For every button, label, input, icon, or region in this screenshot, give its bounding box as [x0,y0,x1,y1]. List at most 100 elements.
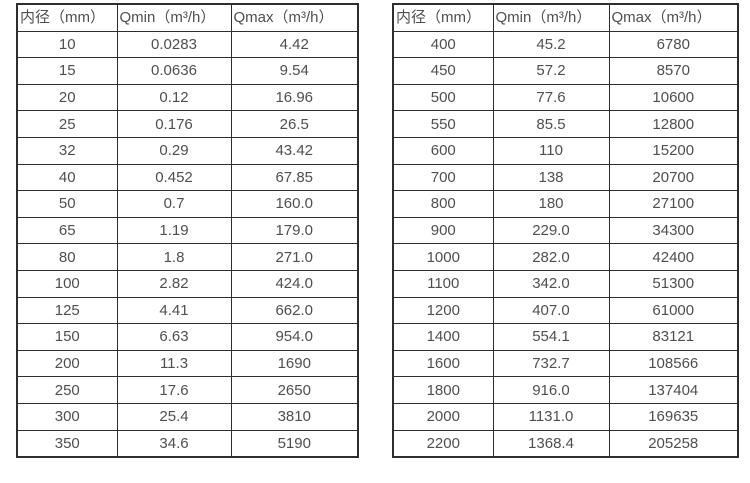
table-row: 1400 554.1 83121 [392,323,739,351]
table-cell: 0.7 [116,190,232,218]
table-cell: 0.0283 [116,30,232,59]
table-cell: 179.0 [230,216,359,245]
table-cell: 342.0 [492,269,610,298]
col-header-qmin: Qmin（m³/h） [492,3,610,32]
col-header-qmin: Qmin（m³/h） [116,3,232,32]
table-row: 1100 342.0 51300 [392,269,739,298]
col-header-qmax: Qmax（m³/h） [608,3,739,32]
table-cell: 800 [392,190,494,218]
table-cell: 32 [16,136,118,165]
table-cell: 916.0 [492,376,610,404]
table-row: 300 25.4 3810 [16,402,359,431]
table-cell: 954.0 [230,323,359,351]
table-cell: 77.6 [492,83,610,112]
table-cell: 550 [392,110,494,138]
table-row: 2000 1131.0 169635 [392,402,739,431]
table-cell: 0.176 [116,110,232,138]
table-cell: 900 [392,216,494,245]
table-cell: 100 [16,269,118,298]
table-cell: 16.96 [230,83,359,112]
table-cell: 10600 [608,83,739,112]
table-cell: 200 [16,349,118,378]
table-cell: 0.29 [116,136,232,165]
table-row: 100 2.82 424.0 [16,269,359,298]
table-cell: 3810 [230,402,359,431]
table-cell: 282.0 [492,243,610,271]
table-cell: 732.7 [492,349,610,378]
table-row: 800 180 27100 [392,190,739,218]
table-cell: 57.2 [492,57,610,85]
table-row: 1200 407.0 61000 [392,296,739,325]
table-cell: 400 [392,30,494,59]
table-cell: 6780 [608,30,739,59]
table-cell: 424.0 [230,269,359,298]
table-cell: 25 [16,110,118,138]
flow-table-large-diameters: 内径（mm） Qmin（m³/h） Qmax（m³/h） 400 45.2 6780… [392,3,739,459]
table-cell: 12800 [608,110,739,138]
table-row: 1600 732.7 108566 [392,349,739,378]
table-row: 1800 916.0 137404 [392,376,739,404]
table-cell: 125 [16,296,118,325]
table-cell: 0.0636 [116,57,232,85]
table-row: 65 1.19 179.0 [16,216,359,245]
table-row: 50 0.7 160.0 [16,190,359,218]
table-cell: 271.0 [230,243,359,271]
table-cell: 65 [16,216,118,245]
table-cell: 0.452 [116,163,232,192]
table-cell: 2000 [392,402,494,431]
table-row: 200 11.3 1690 [16,349,359,378]
col-header-diameter: 内径（mm） [392,3,494,32]
table-cell: 180 [492,190,610,218]
table-cell: 300 [16,402,118,431]
table-cell: 1.8 [116,243,232,271]
table-cell: 1800 [392,376,494,404]
table-cell: 10 [16,30,118,59]
table-cell: 85.5 [492,110,610,138]
table-cell: 61000 [608,296,739,325]
table-cell: 15 [16,57,118,85]
table-cell: 137404 [608,376,739,404]
table-cell: 50 [16,190,118,218]
table-cell: 1690 [230,349,359,378]
table-cell: 169635 [608,402,739,431]
table-row: 700 138 20700 [392,163,739,192]
table-cell: 1400 [392,323,494,351]
table-cell: 27100 [608,190,739,218]
table-cell: 9.54 [230,57,359,85]
table-row: 125 4.41 662.0 [16,296,359,325]
flow-table-small-diameters: 内径（mm） Qmin（m³/h） Qmax（m³/h） 10 0.0283 4.4… [16,3,359,459]
table-cell: 554.1 [492,323,610,351]
table-cell: 1600 [392,349,494,378]
table-cell: 1.19 [116,216,232,245]
table-cell: 1368.4 [492,429,610,458]
table-cell: 17.6 [116,376,232,404]
table-cell: 1200 [392,296,494,325]
table-row: 600 110 15200 [392,136,739,165]
table-cell: 229.0 [492,216,610,245]
table-body-left: 10 0.0283 4.42 15 0.0636 9.54 20 0.12 16.96 25 0.1… [16,30,359,458]
table-cell: 600 [392,136,494,165]
table-cell: 2200 [392,429,494,458]
table-cell: 450 [392,57,494,85]
table-cell: 8570 [608,57,739,85]
table-cell: 150 [16,323,118,351]
table-cell: 1100 [392,269,494,298]
table-cell: 2650 [230,376,359,404]
table-row: 15 0.0636 9.54 [16,57,359,85]
header-row: 内径（mm） Qmin（m³/h） Qmax（m³/h） [16,3,359,32]
table-cell: 40 [16,163,118,192]
table-row: 250 17.6 2650 [16,376,359,404]
table-cell: 67.85 [230,163,359,192]
table-row: 900 229.0 34300 [392,216,739,245]
table-cell: 4.42 [230,30,359,59]
table-row: 450 57.2 8570 [392,57,739,85]
table-cell: 110 [492,136,610,165]
table-row: 40 0.452 67.85 [16,163,359,192]
table-cell: 700 [392,163,494,192]
table-cell: 45.2 [492,30,610,59]
table-cell: 1131.0 [492,402,610,431]
table-row: 10 0.0283 4.42 [16,30,359,59]
table-cell: 20700 [608,163,739,192]
table-row: 1000 282.0 42400 [392,243,739,271]
